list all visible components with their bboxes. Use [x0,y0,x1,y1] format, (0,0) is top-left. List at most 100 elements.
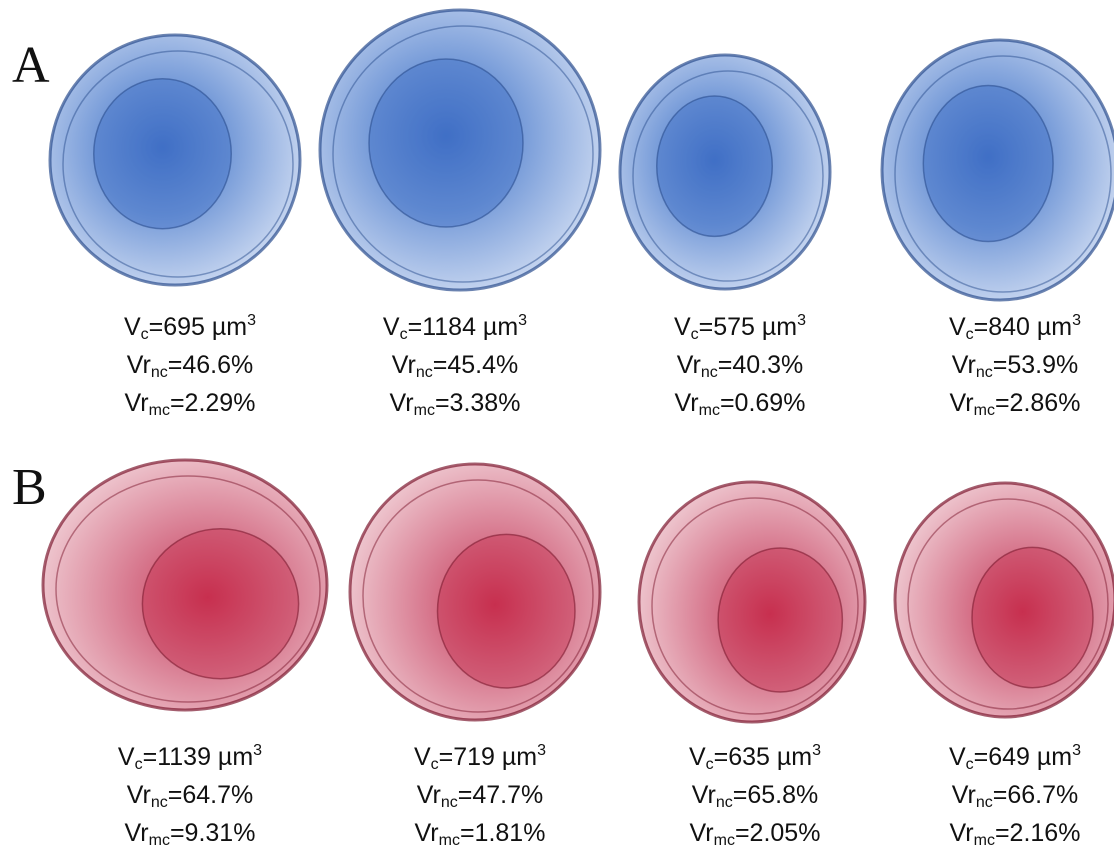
caption-line: Vc=649 µm3 [885,738,1114,776]
subscript: mc [974,832,995,848]
renderings [0,0,1114,848]
cell-caption: Vc=1139 µm3Vrnc=64.7%Vrmc=9.31% [60,738,320,848]
value: =47.7% [458,781,544,809]
value: =2.86% [995,389,1081,417]
nucleus [657,96,773,236]
symbol: V [949,313,966,341]
cell-caption: Vc=840 µm3Vrnc=53.9%Vrmc=2.86% [885,308,1114,422]
symbol: Vr [950,819,974,847]
cell-rendering [895,483,1114,717]
symbol: V [689,743,706,771]
value: =3.38% [435,389,521,417]
superscript: 3 [518,312,527,329]
symbol: V [118,743,135,771]
symbol: Vr [675,389,699,417]
value: =66.7% [993,781,1079,809]
caption-line: Vrmc=3.38% [325,384,585,422]
value: =53.9% [993,351,1079,379]
value: =64.7% [168,781,254,809]
symbol: V [674,313,691,341]
value: =649 µm [974,743,1073,771]
value: =1184 µm [408,313,519,341]
value: =2.29% [170,389,256,417]
nucleus [718,548,842,692]
caption-line: Vrnc=46.6% [60,346,320,384]
value: =1.81% [460,819,546,847]
subscript: mc [149,832,170,848]
value: =575 µm [699,313,798,341]
caption-line: Vrmc=2.05% [625,814,885,848]
superscript: 3 [1072,312,1081,329]
cell-rendering [350,464,600,720]
caption-line: Vrnc=66.7% [885,776,1114,814]
caption-line: Vrnc=40.3% [610,346,870,384]
value: =695 µm [149,313,248,341]
caption-line: Vc=575 µm3 [610,308,870,346]
panel-label: B [12,458,47,517]
subscript: c [141,326,149,343]
symbol: Vr [390,389,414,417]
subscript: nc [151,364,168,381]
cell-rendering [50,35,300,285]
subscript: c [966,326,974,343]
superscript: 3 [253,742,262,759]
cell-rendering [620,55,830,289]
nucleus [142,529,298,679]
symbol: Vr [677,351,701,379]
value: =9.31% [170,819,256,847]
caption-line: Vrnc=65.8% [625,776,885,814]
caption-line: Vrmc=0.69% [610,384,870,422]
symbol: Vr [692,781,716,809]
caption-line: Vc=635 µm3 [625,738,885,776]
superscript: 3 [797,312,806,329]
value: =2.16% [995,819,1081,847]
caption-line: Vrmc=2.29% [60,384,320,422]
cell-rendering [320,10,600,290]
symbol: Vr [415,819,439,847]
caption-line: Vrnc=47.7% [350,776,610,814]
subscript: mc [149,402,170,419]
subscript: c [691,326,699,343]
caption-line: Vrnc=64.7% [60,776,320,814]
nucleus [94,79,232,229]
caption-line: Vc=719 µm3 [350,738,610,776]
symbol: V [414,743,431,771]
nucleus [923,86,1053,242]
subscript: nc [701,364,718,381]
cell-rendering [43,460,327,710]
value: =1139 µm [143,743,254,771]
symbol: Vr [125,819,149,847]
superscript: 3 [537,742,546,759]
superscript: 3 [1072,742,1081,759]
subscript: nc [976,364,993,381]
caption-line: Vrmc=1.81% [350,814,610,848]
caption-line: Vrmc=2.16% [885,814,1114,848]
symbol: Vr [127,781,151,809]
symbol: Vr [952,351,976,379]
value: =0.69% [720,389,806,417]
value: =840 µm [974,313,1073,341]
nucleus [369,59,523,227]
subscript: mc [974,402,995,419]
subscript: mc [699,402,720,419]
value: =46.6% [168,351,254,379]
caption-line: Vc=695 µm3 [60,308,320,346]
subscript: mc [714,832,735,848]
symbol: V [124,313,141,341]
subscript: c [966,756,974,773]
symbol: Vr [950,389,974,417]
value: =40.3% [718,351,804,379]
symbol: Vr [127,351,151,379]
caption-line: Vc=1139 µm3 [60,738,320,776]
subscript: nc [416,364,433,381]
cell-rendering [882,40,1114,300]
cell-caption: Vc=1184 µm3Vrnc=45.4%Vrmc=3.38% [325,308,585,422]
cell-rendering [639,482,865,722]
symbol: Vr [690,819,714,847]
subscript: nc [716,794,733,811]
subscript: c [400,326,408,343]
value: =2.05% [735,819,821,847]
cell-caption: Vc=635 µm3Vrnc=65.8%Vrmc=2.05% [625,738,885,848]
